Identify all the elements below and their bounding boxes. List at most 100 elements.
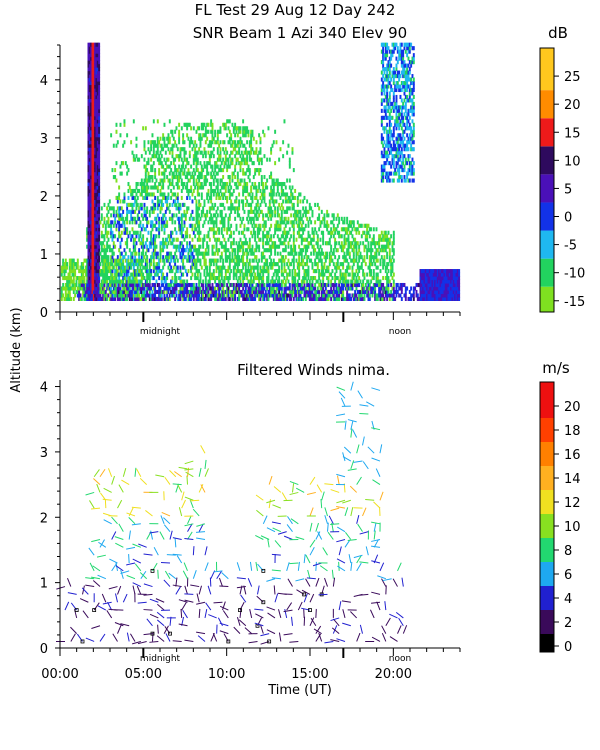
heatmap-cell	[138, 251, 141, 256]
heatmap-cell	[152, 154, 155, 159]
heatmap-cell	[259, 269, 262, 274]
heatmap-cell	[146, 293, 149, 298]
heatmap-cell	[94, 262, 97, 267]
heatmap-cell	[122, 279, 125, 284]
heatmap-cell	[87, 49, 90, 54]
heatmap-cell	[195, 216, 198, 221]
heatmap-cell	[266, 286, 269, 291]
heatmap-cell	[114, 279, 117, 284]
heatmap-cell	[75, 265, 78, 270]
heatmap-cell	[227, 185, 230, 190]
heatmap-cell	[68, 265, 71, 270]
heatmap-cell	[151, 178, 154, 183]
heatmap-cell	[290, 262, 293, 267]
heatmap-cell	[134, 230, 137, 235]
heatmap-cell	[231, 255, 234, 260]
heatmap-cell	[274, 251, 277, 256]
heatmap-cell	[327, 296, 330, 301]
heatmap-cell	[234, 251, 237, 256]
heatmap-cell	[248, 209, 251, 214]
heatmap-cell	[147, 282, 150, 288]
heatmap-cell	[166, 289, 169, 295]
heatmap-cell	[192, 188, 195, 194]
heatmap-cell	[254, 168, 257, 173]
heatmap-cell	[196, 213, 199, 218]
heatmap-cell	[204, 265, 207, 270]
heatmap-cell	[167, 147, 170, 152]
heatmap-cell	[288, 178, 291, 183]
heatmap-cell	[378, 293, 381, 298]
heatmap-cell	[372, 227, 375, 232]
heatmap-cell	[274, 209, 277, 214]
heatmap-cell	[343, 258, 346, 263]
heatmap-cell	[98, 181, 101, 187]
heatmap-cell	[83, 296, 86, 301]
heatmap-cell	[142, 195, 145, 200]
heatmap-cell	[68, 289, 71, 295]
heatmap-cell	[255, 206, 258, 211]
heatmap-cell	[244, 248, 247, 253]
heatmap-cell	[143, 213, 146, 218]
heatmap-cell	[250, 209, 253, 214]
heatmap-cell	[262, 272, 265, 277]
heatmap-cell	[155, 143, 158, 148]
heatmap-cell	[235, 206, 238, 211]
heatmap-cell	[148, 175, 151, 180]
heatmap-cell	[94, 161, 97, 166]
heatmap-cell	[275, 282, 278, 288]
heatmap-cell	[162, 202, 165, 207]
heatmap-cell	[112, 289, 115, 295]
heatmap-cell	[219, 188, 222, 194]
heatmap-cell	[203, 161, 206, 166]
heatmap-cell	[218, 293, 221, 298]
heatmap-cell	[158, 286, 161, 291]
heatmap-cell	[167, 265, 170, 270]
heatmap-cell	[95, 269, 98, 274]
heatmap-cell	[255, 150, 258, 155]
heatmap-cell	[148, 150, 151, 155]
heatmap-cell	[143, 188, 146, 194]
heatmap-cell	[91, 77, 94, 82]
heatmap-cell	[139, 258, 142, 263]
heatmap-cell	[351, 220, 354, 225]
heatmap-cell	[228, 282, 231, 288]
heatmap-cell	[267, 234, 270, 239]
heatmap-cell	[60, 296, 63, 301]
heatmap-cell	[206, 168, 209, 173]
heatmap-cell	[160, 220, 163, 225]
heatmap-cell	[96, 122, 99, 127]
heatmap-cell	[192, 154, 195, 159]
heatmap-cell	[99, 293, 102, 298]
heatmap-cell	[178, 185, 181, 190]
heatmap-cell	[88, 279, 91, 284]
heatmap-cell	[195, 296, 198, 301]
heatmap-cell	[119, 279, 122, 284]
heatmap-cell	[336, 248, 339, 253]
heatmap-cell	[146, 262, 149, 267]
heatmap-cell	[88, 80, 91, 86]
heatmap-cell	[144, 195, 147, 200]
heatmap-cell	[132, 188, 135, 194]
heatmap-cell	[190, 140, 193, 145]
heatmap-cell	[67, 289, 70, 295]
heatmap-cell	[182, 171, 185, 176]
heatmap-cell	[166, 202, 169, 207]
heatmap-cell	[134, 199, 137, 204]
heatmap-cell	[343, 237, 346, 242]
heatmap-cell	[191, 244, 194, 249]
heatmap-cell	[126, 269, 129, 274]
heatmap-cell	[262, 223, 265, 228]
heatmap-cell	[294, 213, 297, 218]
heatmap-cell	[356, 241, 359, 246]
heatmap-cell	[134, 296, 137, 301]
heatmap-cell	[187, 296, 190, 301]
heatmap-cell	[198, 227, 201, 232]
heatmap-cell	[322, 265, 325, 270]
heatmap-cell	[335, 248, 338, 253]
heatmap-cell	[90, 49, 93, 54]
heatmap-cell	[208, 258, 211, 263]
heatmap-cell	[283, 289, 286, 295]
heatmap-cell	[358, 276, 361, 281]
heatmap-cell	[324, 255, 327, 260]
heatmap-cell	[203, 296, 206, 301]
